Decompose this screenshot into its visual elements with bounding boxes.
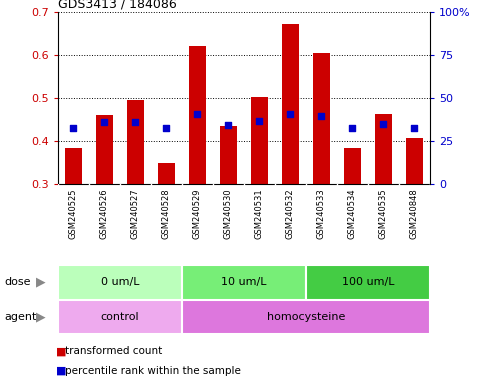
Bar — [58, 265, 182, 300]
Bar — [182, 300, 430, 334]
Point — [286, 111, 294, 118]
Text: 100 um/L: 100 um/L — [341, 277, 394, 287]
Text: GSM240531: GSM240531 — [255, 189, 264, 239]
Bar — [220, 126, 237, 184]
Text: 0 um/L: 0 um/L — [100, 277, 139, 287]
Text: GSM240533: GSM240533 — [317, 189, 326, 239]
Text: GSM240534: GSM240534 — [348, 189, 357, 239]
Text: control: control — [100, 312, 139, 322]
Point — [131, 119, 139, 125]
Text: GSM240530: GSM240530 — [224, 189, 233, 239]
Text: GSM240527: GSM240527 — [131, 189, 140, 239]
Bar — [313, 53, 330, 184]
Bar — [96, 115, 113, 184]
Text: ▶: ▶ — [36, 310, 46, 323]
Text: percentile rank within the sample: percentile rank within the sample — [65, 366, 241, 376]
Text: agent: agent — [5, 312, 37, 322]
Text: GSM240529: GSM240529 — [193, 189, 202, 239]
Text: ■: ■ — [56, 346, 66, 356]
Bar — [182, 265, 306, 300]
Text: GDS3413 / 184086: GDS3413 / 184086 — [58, 0, 177, 10]
Text: dose: dose — [5, 277, 31, 287]
Point — [163, 125, 170, 131]
Bar — [306, 265, 430, 300]
Bar — [158, 163, 175, 184]
Point — [225, 122, 232, 128]
Text: ■: ■ — [56, 366, 66, 376]
Text: 10 um/L: 10 um/L — [221, 277, 267, 287]
Bar — [375, 114, 392, 184]
Point — [411, 125, 418, 131]
Bar — [189, 46, 206, 184]
Text: GSM240528: GSM240528 — [162, 189, 171, 239]
Text: GSM240526: GSM240526 — [100, 189, 109, 239]
Bar — [65, 149, 82, 184]
Bar — [58, 300, 182, 334]
Bar — [406, 138, 423, 184]
Point — [317, 113, 325, 119]
Text: GSM240848: GSM240848 — [410, 189, 419, 239]
Text: GSM240525: GSM240525 — [69, 189, 78, 239]
Point — [70, 125, 77, 131]
Point — [256, 118, 263, 124]
Text: transformed count: transformed count — [65, 346, 162, 356]
Text: GSM240532: GSM240532 — [286, 189, 295, 239]
Bar — [251, 97, 268, 184]
Point — [349, 125, 356, 131]
Text: GSM240535: GSM240535 — [379, 189, 388, 239]
Text: ▶: ▶ — [36, 276, 46, 289]
Text: homocysteine: homocysteine — [267, 312, 345, 322]
Point — [380, 121, 387, 127]
Bar — [127, 100, 144, 184]
Point — [100, 119, 108, 125]
Bar — [344, 149, 361, 184]
Bar — [282, 25, 299, 184]
Point — [194, 111, 201, 118]
